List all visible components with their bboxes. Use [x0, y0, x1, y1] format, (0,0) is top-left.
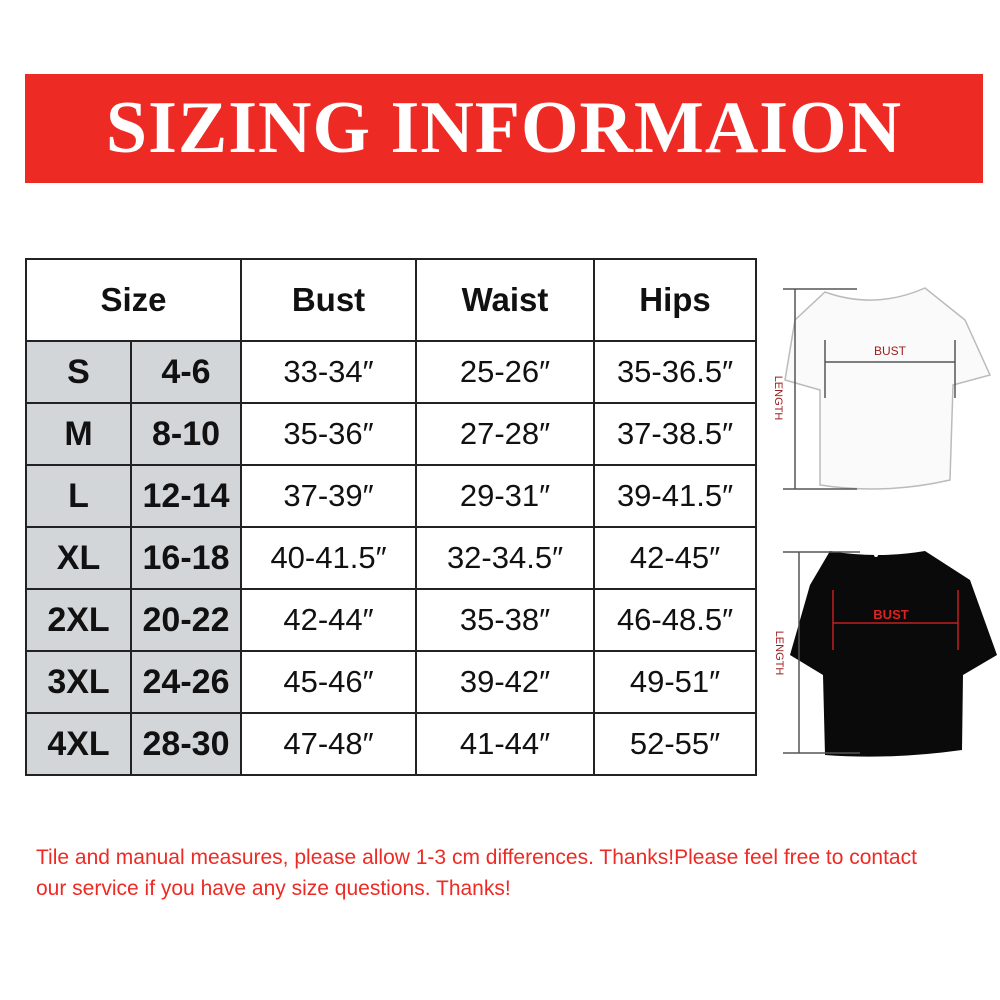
- size-letter-cell: S: [25, 340, 132, 404]
- size-number-cell: 4-6: [130, 340, 242, 404]
- hips-cell: 46-48.5″: [593, 588, 757, 652]
- hips-cell: 37-38.5″: [593, 402, 757, 466]
- bust-cell: 40-41.5″: [240, 526, 417, 590]
- header-bust: Bust: [240, 258, 417, 342]
- waist-cell: 39-42″: [415, 650, 595, 714]
- waist-cell: 41-44″: [415, 712, 595, 776]
- bust-cell: 35-36″: [240, 402, 417, 466]
- size-letter-cell: L: [25, 464, 132, 528]
- size-number-cell: 12-14: [130, 464, 242, 528]
- white-shirt-diagram: BUST LENGTH: [772, 287, 992, 490]
- bust-label: BUST: [874, 344, 907, 358]
- hips-cell: 42-45″: [593, 526, 757, 590]
- table-row: L 12-14 37-39″ 29-31″ 39-41.5″: [25, 464, 757, 528]
- bust-cell: 37-39″: [240, 464, 417, 528]
- waist-cell: 32-34.5″: [415, 526, 595, 590]
- size-letter-cell: 2XL: [25, 588, 132, 652]
- bust-cell: 45-46″: [240, 650, 417, 714]
- disclaimer-note: Tile and manual measures, please allow 1…: [36, 846, 917, 900]
- size-number-cell: 16-18: [130, 526, 242, 590]
- header-waist: Waist: [415, 258, 595, 342]
- table-row: M 8-10 35-36″ 27-28″ 37-38.5″: [25, 402, 757, 466]
- page-title: SIZING INFORMAION: [105, 87, 903, 169]
- title-banner: SIZING INFORMAION: [25, 74, 983, 183]
- table-header: Size Bust Waist Hips: [25, 258, 757, 342]
- length-label: LENGTH: [772, 376, 784, 421]
- table-row: 3XL 24-26 45-46″ 39-42″ 49-51″: [25, 650, 757, 714]
- size-letter-cell: 4XL: [25, 712, 132, 776]
- bust-cell: 47-48″: [240, 712, 417, 776]
- hips-cell: 52-55″: [593, 712, 757, 776]
- table-row: 2XL 20-22 42-44″ 35-38″ 46-48.5″: [25, 588, 757, 652]
- table-row: XL 16-18 40-41.5″ 32-34.5″ 42-45″: [25, 526, 757, 590]
- size-number-cell: 8-10: [130, 402, 242, 466]
- size-number-cell: 24-26: [130, 650, 242, 714]
- size-number-cell: 20-22: [130, 588, 242, 652]
- hips-cell: 49-51″: [593, 650, 757, 714]
- waist-cell: 25-26″: [415, 340, 595, 404]
- hips-cell: 39-41.5″: [593, 464, 757, 528]
- hips-cell: 35-36.5″: [593, 340, 757, 404]
- header-hips: Hips: [593, 258, 757, 342]
- table-row: S 4-6 33-34″ 25-26″ 35-36.5″: [25, 340, 757, 404]
- bust-cell: 33-34″: [240, 340, 417, 404]
- bust-cell: 42-44″: [240, 588, 417, 652]
- size-letter-cell: XL: [25, 526, 132, 590]
- waist-cell: 27-28″: [415, 402, 595, 466]
- header-size: Size: [25, 258, 242, 342]
- waist-cell: 29-31″: [415, 464, 595, 528]
- size-number-cell: 28-30: [130, 712, 242, 776]
- black-shirt-diagram: BUST LENGTH: [773, 551, 997, 757]
- bust-label: BUST: [873, 607, 908, 622]
- length-label: LENGTH: [773, 631, 785, 676]
- size-letter-cell: 3XL: [25, 650, 132, 714]
- waist-cell: 35-38″: [415, 588, 595, 652]
- size-table: Size Bust Waist Hips S 4-6 33-34″ 25-26″ 35-…: [25, 258, 757, 776]
- size-letter-cell: M: [25, 402, 132, 466]
- table-row: 4XL 28-30 47-48″ 41-44″ 52-55″: [25, 712, 757, 776]
